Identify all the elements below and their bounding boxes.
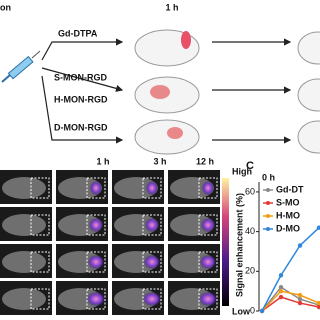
data-point	[278, 294, 284, 300]
legend-label: H-MO	[276, 210, 300, 220]
roi-box	[198, 177, 218, 199]
y-tick-label: 40	[245, 226, 255, 236]
data-point	[316, 300, 320, 306]
legend-label: D-MO	[276, 223, 300, 233]
y-tick-label: 0	[250, 305, 255, 315]
legend-marker	[266, 214, 270, 218]
mri-signal	[199, 292, 217, 306]
data-point	[278, 273, 284, 278]
data-point	[297, 292, 303, 298]
roi-box	[198, 214, 218, 236]
mri-body	[170, 214, 214, 236]
arrows	[41, 38, 292, 144]
roi-box	[142, 288, 162, 310]
colorbar-high: High	[232, 166, 252, 176]
legend-marker	[266, 201, 270, 205]
mri-signal	[146, 181, 158, 195]
data-point	[316, 304, 320, 310]
panel-label: C	[246, 160, 254, 172]
data-point	[316, 225, 320, 230]
roi-box	[86, 214, 106, 236]
series-line	[261, 296, 320, 312]
roi-box	[86, 251, 106, 273]
mri-signal	[202, 181, 214, 195]
mri-signal	[90, 181, 102, 195]
mri-signal	[87, 292, 105, 306]
mri-body	[170, 177, 214, 199]
roi-box	[86, 288, 106, 310]
syringe	[1, 50, 41, 83]
data-point	[297, 243, 303, 248]
time-label: 1 h	[96, 156, 109, 166]
label-fragment: on	[0, 2, 11, 12]
roi-box	[30, 251, 50, 273]
roi-box	[30, 177, 50, 199]
mri-body	[58, 214, 102, 236]
roi-box	[30, 214, 50, 236]
mri-signal	[201, 218, 215, 232]
mice	[134, 29, 320, 155]
group-label: Gd-DTPA	[58, 28, 98, 38]
mri-body	[2, 177, 46, 199]
mri-signal	[200, 255, 216, 269]
roi-box	[86, 177, 106, 199]
legend-label: Gd-DT	[276, 184, 304, 194]
data-point	[297, 296, 303, 302]
group-label: S-MON-RGD	[54, 72, 107, 82]
mri-signal	[145, 218, 159, 232]
mri-grid	[0, 170, 220, 315]
mri-body	[114, 177, 158, 199]
time-label: 1 h	[165, 2, 178, 12]
mri-body	[170, 251, 214, 273]
mri-body	[114, 251, 158, 273]
data-point	[297, 300, 303, 306]
mri-body	[2, 251, 46, 273]
roi-box	[142, 177, 162, 199]
legend-marker	[266, 188, 270, 192]
mri-body	[58, 251, 102, 273]
series-line	[261, 290, 320, 312]
time-label: 12 h	[196, 156, 214, 166]
y-axis-label: Signal enhancement (%)	[234, 193, 244, 297]
y-tick-label: 60	[245, 186, 255, 196]
data-point	[278, 284, 284, 290]
legend-label: S-MO	[276, 197, 300, 207]
time-label: 3 h	[153, 156, 166, 166]
colorbar	[222, 178, 229, 306]
data-point	[259, 308, 265, 314]
mri-signal	[88, 255, 104, 269]
roi-box	[142, 251, 162, 273]
mri-body	[2, 288, 46, 310]
mri-body	[58, 177, 102, 199]
group-label: D-MON-RGD	[54, 122, 108, 132]
annotation: 0 h	[262, 172, 275, 182]
mri-body	[114, 214, 158, 236]
colorbar-low: Low	[232, 306, 251, 316]
y-tick-label: 20	[245, 266, 255, 276]
mri-signal	[143, 292, 161, 306]
legend-marker	[266, 227, 270, 231]
roi-box	[30, 288, 50, 310]
roi-box	[198, 251, 218, 273]
roi-box	[142, 214, 162, 236]
data-point	[278, 288, 284, 294]
roi-box	[198, 288, 218, 310]
mri-signal	[89, 218, 103, 232]
mri-signal	[144, 255, 160, 269]
group-label: H-MON-RGD	[54, 94, 108, 104]
mri-body	[2, 214, 46, 236]
series-line	[261, 227, 320, 312]
